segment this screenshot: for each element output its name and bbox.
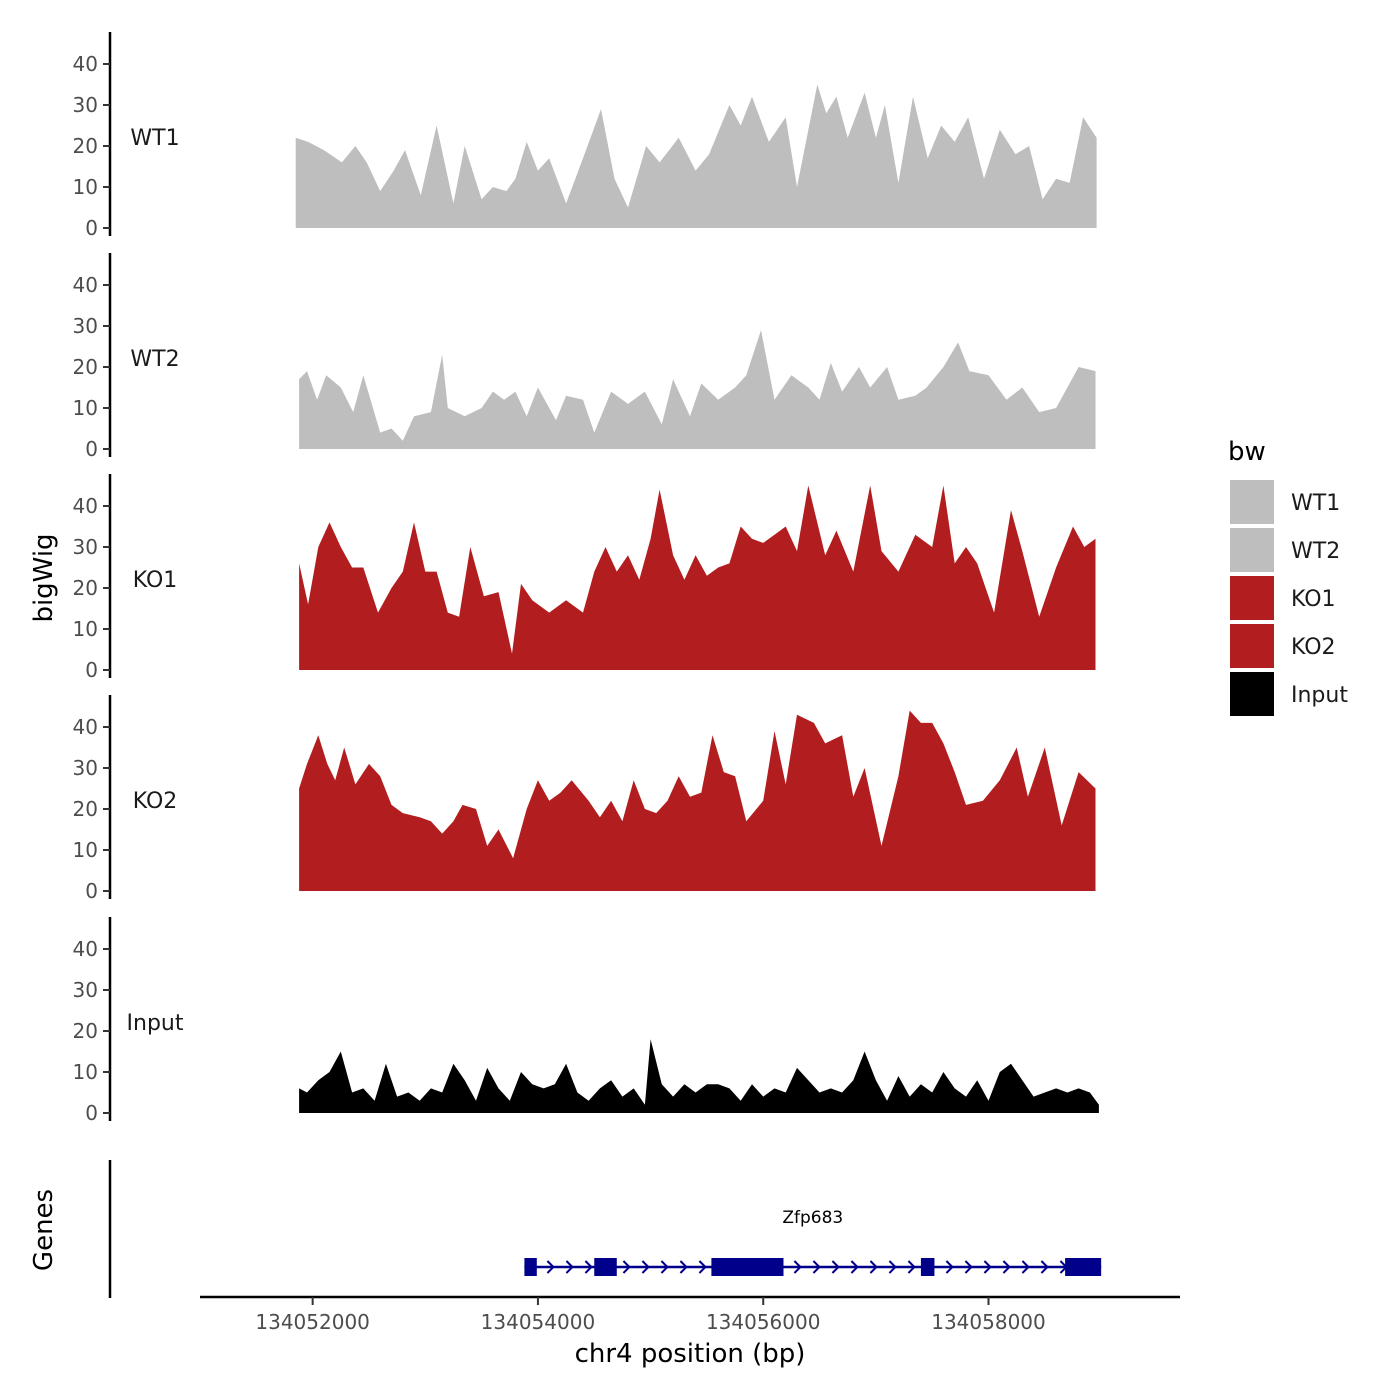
strand-arrow bbox=[964, 1260, 973, 1274]
y-tick-label: 10 bbox=[73, 617, 98, 641]
legend-label-input: Input bbox=[1291, 683, 1348, 708]
y-tick-label: 20 bbox=[73, 134, 98, 158]
x-tick-label: 134054000 bbox=[481, 1310, 596, 1334]
gene-exon bbox=[711, 1258, 784, 1276]
coverage-area-wt1 bbox=[295, 84, 1097, 228]
legend-title: bw bbox=[1228, 437, 1266, 467]
y-tick-label: 0 bbox=[85, 658, 98, 682]
strand-arrow bbox=[584, 1260, 593, 1274]
genes-panel-title: Genes bbox=[29, 1189, 59, 1271]
y-tick-label: 40 bbox=[73, 52, 98, 76]
y-tick-label: 30 bbox=[73, 314, 98, 338]
gene-name-label: Zfp683 bbox=[782, 1208, 843, 1228]
strand-arrow bbox=[907, 1260, 916, 1274]
y-tick-label: 0 bbox=[85, 437, 98, 461]
y-tick-label: 10 bbox=[73, 175, 98, 199]
coverage-area-input bbox=[299, 1039, 1099, 1113]
y-tick-label: 20 bbox=[73, 576, 98, 600]
strand-arrow bbox=[641, 1260, 650, 1274]
gene-exon bbox=[524, 1258, 537, 1276]
coverage-tracks: 0 10 20 30 40 WT1 0 10 20 30 40 WT2 0 10 20 30 40 KO1 0 10 2… bbox=[73, 32, 1099, 1125]
strand-arrow bbox=[679, 1260, 688, 1274]
strand-arrow bbox=[983, 1260, 992, 1274]
legend-key-wt2 bbox=[1230, 528, 1274, 572]
strand-arrow bbox=[850, 1260, 859, 1274]
coverage-area-ko1 bbox=[299, 485, 1096, 670]
y-tick-label: 20 bbox=[73, 355, 98, 379]
coverage-area-wt2 bbox=[299, 330, 1096, 449]
genes-panel: Zfp683 bbox=[108, 1160, 1102, 1298]
strand-arrow bbox=[831, 1260, 840, 1274]
y-tick-label: 40 bbox=[73, 273, 98, 297]
track-label: WT1 bbox=[130, 126, 179, 151]
y-tick-label: 0 bbox=[85, 879, 98, 903]
strand-arrow bbox=[1002, 1260, 1011, 1274]
y-tick-label: 40 bbox=[73, 715, 98, 739]
y-tick-label: 30 bbox=[73, 978, 98, 1002]
y-tick-label: 30 bbox=[73, 535, 98, 559]
strand-arrow bbox=[888, 1260, 897, 1274]
y-tick-label: 40 bbox=[73, 494, 98, 518]
strand-arrow bbox=[812, 1260, 821, 1274]
y-axis-title: bigWig bbox=[29, 533, 59, 622]
gene-exon bbox=[594, 1258, 617, 1276]
strand-arrow bbox=[565, 1260, 574, 1274]
y-tick-label: 0 bbox=[85, 1101, 98, 1125]
strand-arrow bbox=[869, 1260, 878, 1274]
strand-arrow bbox=[945, 1260, 954, 1274]
gene-exon bbox=[1065, 1258, 1102, 1276]
legend-key-wt1 bbox=[1230, 480, 1274, 524]
legend-label-ko1: KO1 bbox=[1291, 587, 1336, 612]
x-tick-label: 134058000 bbox=[931, 1310, 1046, 1334]
y-tick-label: 0 bbox=[85, 216, 98, 240]
strand-arrow bbox=[546, 1260, 555, 1274]
legend-key-input bbox=[1230, 672, 1274, 716]
gene-exon bbox=[920, 1258, 935, 1276]
legend-key-ko2 bbox=[1230, 624, 1274, 668]
y-tick-label: 10 bbox=[73, 396, 98, 420]
strand-arrow bbox=[698, 1260, 707, 1274]
x-axis: 134052000 134054000 134056000 134058000 bbox=[200, 1295, 1180, 1334]
y-tick-label: 40 bbox=[73, 937, 98, 961]
legend-label-ko2: KO2 bbox=[1291, 635, 1336, 660]
x-tick-label: 134052000 bbox=[255, 1310, 370, 1334]
y-tick-label: 20 bbox=[73, 1019, 98, 1043]
strand-arrow bbox=[1040, 1260, 1049, 1274]
track-label: KO1 bbox=[133, 568, 178, 593]
y-tick-label: 10 bbox=[73, 838, 98, 862]
y-tick-label: 30 bbox=[73, 756, 98, 780]
x-tick-label: 134056000 bbox=[706, 1310, 821, 1334]
strand-arrow bbox=[1021, 1260, 1030, 1274]
strand-arrow bbox=[793, 1260, 802, 1274]
track-label: KO2 bbox=[133, 789, 178, 814]
coverage-area-ko2 bbox=[299, 710, 1096, 891]
track-label: Input bbox=[127, 1011, 184, 1036]
legend-label-wt1: WT1 bbox=[1291, 491, 1340, 516]
y-tick-label: 10 bbox=[73, 1060, 98, 1084]
legend-key-ko1 bbox=[1230, 576, 1274, 620]
y-tick-label: 20 bbox=[73, 797, 98, 821]
strand-arrow bbox=[622, 1260, 631, 1274]
track-label: WT2 bbox=[130, 347, 179, 372]
y-tick-label: 30 bbox=[73, 93, 98, 117]
x-axis-title: chr4 position (bp) bbox=[575, 1339, 806, 1369]
legend-label-wt2: WT2 bbox=[1291, 539, 1340, 564]
legend: bw WT1 WT2 KO1 KO2 Input bbox=[1228, 437, 1348, 716]
strand-arrow bbox=[660, 1260, 669, 1274]
